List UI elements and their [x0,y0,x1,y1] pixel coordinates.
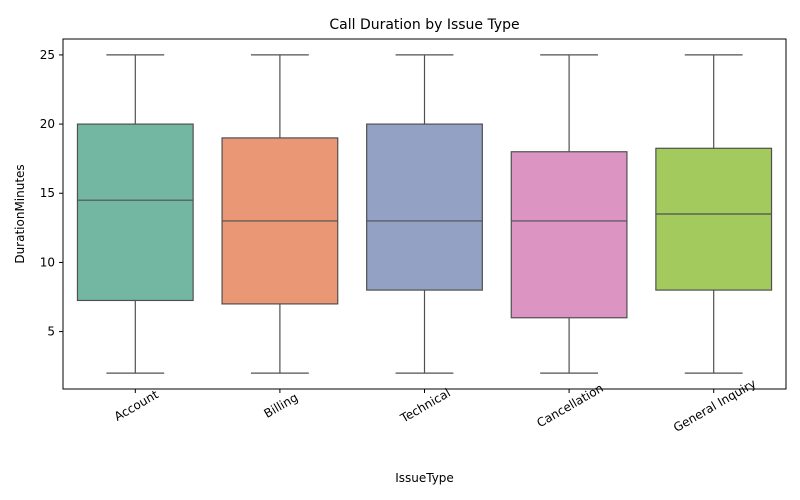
iqr-box [510,151,628,319]
x-tick-label: General Inquiry [671,376,758,435]
y-tick-label: 25 [40,48,55,62]
box-group [510,54,628,374]
y-tick-label: 20 [40,117,55,131]
y-axis-label: DurationMinutes [13,164,27,263]
x-tick-label: Account [112,387,161,423]
box-group [655,54,773,374]
y-axis: 5 10 15 20 25 [40,48,63,339]
iqr-box [366,123,483,291]
x-tick-label: Cancellation [534,381,605,430]
y-tick-label: 10 [40,255,55,269]
iqr-box [655,147,773,291]
x-tick-label: Technical [397,386,453,426]
box-group [366,54,483,374]
y-tick-label: 5 [47,325,55,339]
iqr-box [76,123,194,302]
box-group [76,54,194,374]
chart-title: Call Duration by Issue Type [329,17,519,33]
x-tick-label: Billing [261,390,300,421]
x-axis-label: IssueType [395,471,454,485]
y-tick-label: 15 [40,186,55,200]
box-group [221,54,339,374]
plot-area [62,38,787,390]
x-axis: Account Billing Technical Cancellation Gener… [112,376,759,435]
